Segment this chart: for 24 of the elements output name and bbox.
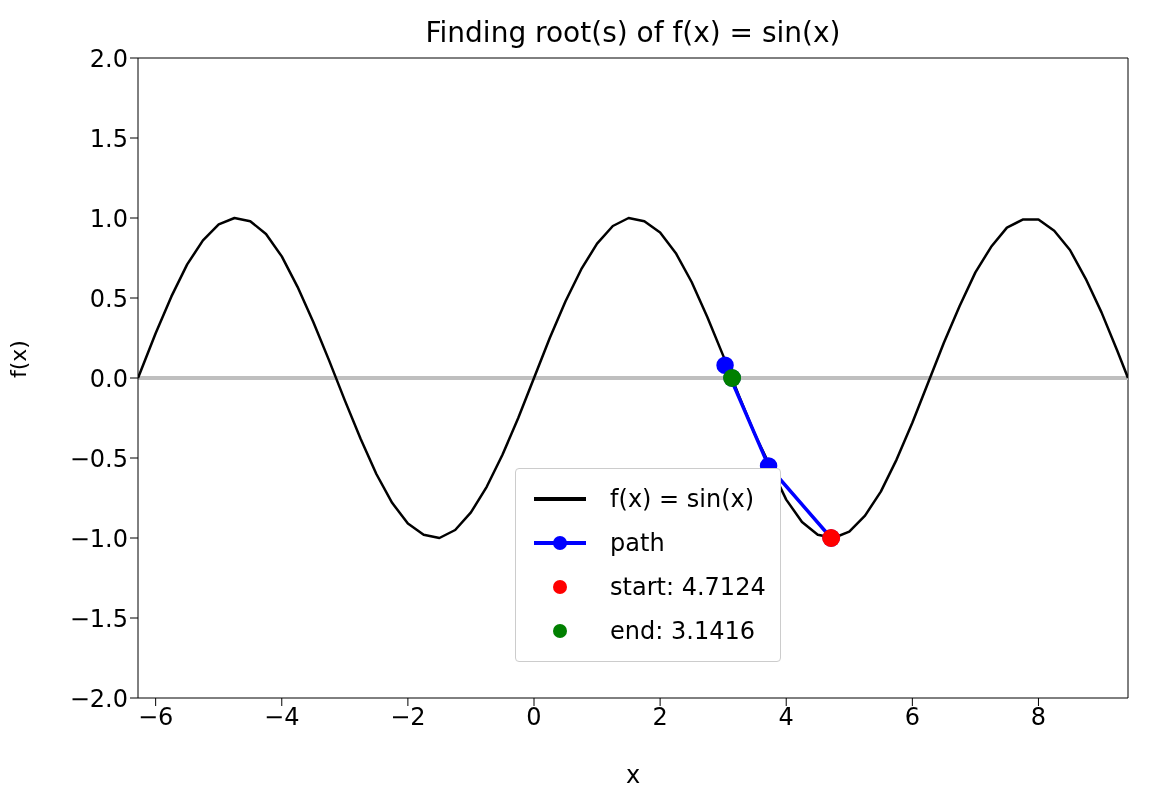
y-tick-label: 0.0 <box>89 364 128 393</box>
y-tick-label: −1.0 <box>69 524 128 553</box>
y-tick-label: 0.5 <box>89 284 128 313</box>
x-tick-label: −4 <box>264 703 300 732</box>
legend-label: f(x) = sin(x) <box>610 485 755 513</box>
x-tick-label: 8 <box>1030 703 1047 732</box>
x-tick-label: 0 <box>526 703 542 732</box>
y-tick-label: −0.5 <box>69 444 128 473</box>
legend-label: end: 3.1416 <box>610 617 755 645</box>
x-tick-label: 2 <box>652 703 668 732</box>
x-tick-label: −6 <box>137 703 174 732</box>
x-tick-label: 6 <box>904 703 920 732</box>
chart-title: Finding root(s) of f(x) = sin(x) <box>424 16 842 49</box>
y-tick-label: 2.0 <box>89 44 128 73</box>
legend-label: start: 4.7124 <box>610 573 766 601</box>
y-tick-label: −2.0 <box>69 684 128 713</box>
x-axis-title: x <box>625 761 641 789</box>
y-axis-title: f(x) <box>5 340 31 378</box>
y-tick-label: 1.5 <box>89 124 128 153</box>
legend-label: path <box>610 529 665 557</box>
x-tick-label: −2 <box>390 703 426 732</box>
x-tick-label: 4 <box>778 703 794 732</box>
y-tick-label: −1.5 <box>69 604 128 633</box>
y-tick-label: 1.0 <box>89 204 128 233</box>
